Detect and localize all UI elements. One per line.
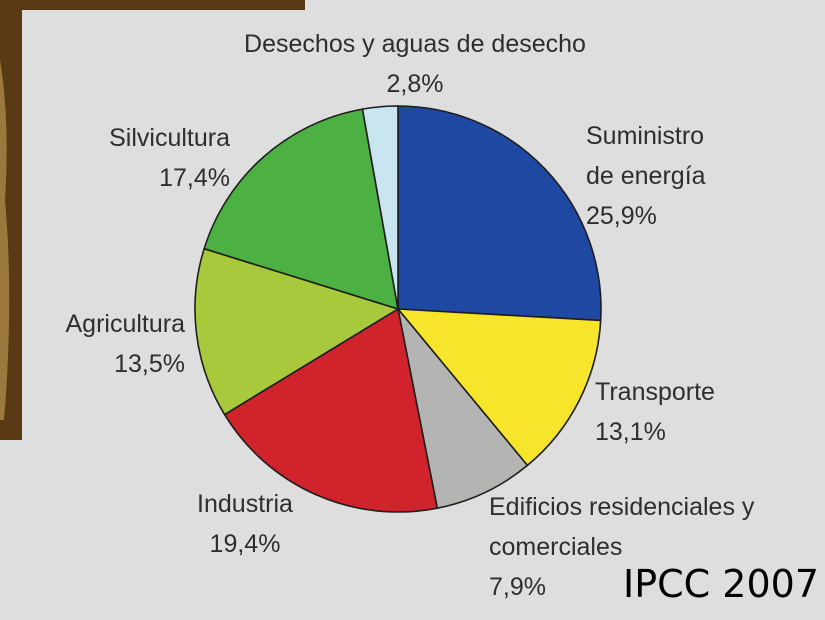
value-label: 25,9%: [586, 202, 657, 230]
slice-label: Industria 19,4%: [130, 484, 360, 564]
category-label: Agricultura: [65, 310, 186, 338]
pie-slice: [361, 105, 399, 310]
pie-slice: [397, 308, 529, 510]
value-label: 17,4%: [159, 164, 230, 192]
pie-slice: [397, 105, 602, 322]
category-label: Desechos y aguas de desecho: [244, 30, 586, 58]
category-label: Silvicultura: [109, 124, 230, 152]
pie-slice: [194, 247, 400, 416]
category-label: Industria: [197, 490, 293, 518]
slice-label: Transporte 13,1%: [595, 372, 815, 452]
category-label: Transporte: [595, 378, 715, 406]
photo-edge: [0, 60, 10, 420]
slice-label: Edificios residenciales y comerciales 7,9…: [489, 487, 794, 607]
source: IPCC 2007: [623, 562, 819, 606]
value-label: 19,4%: [209, 530, 281, 558]
pie-slice: [396, 308, 602, 467]
slice-label: Suministro de energía 25,9%: [586, 116, 736, 236]
value-label: 2,8%: [386, 70, 444, 98]
pie-slice: [203, 108, 400, 311]
slice-label: Agricultura 13,5%: [10, 304, 186, 384]
value-label: 13,5%: [114, 350, 185, 378]
value-label: 7,9%: [489, 573, 546, 601]
slice-label: Desechos y aguas de desecho 2,8%: [150, 24, 680, 104]
category-label: Edificios residenciales y comerciales: [489, 493, 755, 561]
value-label: 13,1%: [595, 418, 666, 446]
slice-label: Silvicultura 17,4%: [20, 118, 230, 198]
pie-slice: [223, 307, 439, 513]
category-label: Suministro de energía: [586, 122, 706, 190]
